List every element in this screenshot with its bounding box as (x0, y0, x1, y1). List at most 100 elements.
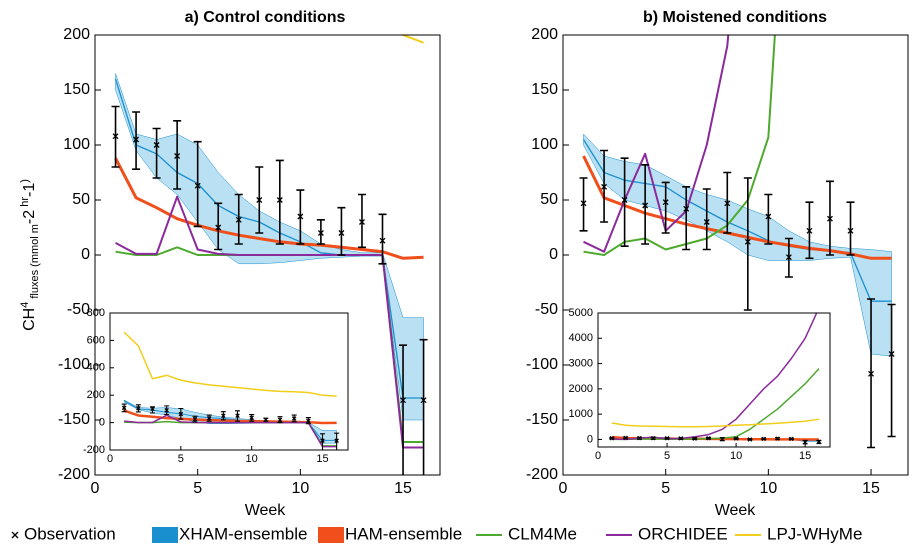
observation-marker (621, 197, 628, 203)
y-axis-label-part: -2 (21, 210, 38, 224)
x-tick-label: 10 (291, 480, 309, 497)
observation-marker (306, 418, 311, 424)
observation-marker (642, 202, 649, 209)
observation-marker (847, 227, 854, 234)
series-line (611, 313, 818, 441)
error-bar (579, 177, 588, 232)
y-axis-label-part: CH (21, 308, 38, 331)
observation-marker (338, 230, 345, 236)
observation-marker (724, 200, 731, 207)
panel-title: a) Control conditions (185, 9, 346, 26)
error-bar (702, 188, 711, 251)
error-bar (887, 303, 896, 438)
observation-marker (888, 351, 895, 357)
y-tick-label: -100 (526, 356, 558, 373)
error-bar (846, 201, 855, 256)
x-axis-label: Week (715, 502, 757, 519)
error-bar (193, 140, 202, 228)
observation-marker (178, 411, 184, 417)
error-bar (378, 213, 387, 265)
observation-marker (277, 417, 283, 423)
y-tick-label: 100 (63, 136, 90, 153)
x-tick-label: 5 (664, 450, 670, 462)
y-tick-label: 800 (87, 307, 105, 319)
y-axis-label-part: ) (19, 179, 31, 183)
legend-label: HAM-ensemble (345, 524, 462, 543)
y-tick-label: -150 (526, 411, 558, 428)
plot-marks (111, 35, 428, 475)
observation-marker (249, 415, 254, 421)
observation-marker (623, 435, 628, 441)
observation-marker (192, 416, 198, 422)
y-tick-label: -200 (526, 466, 558, 483)
y-tick-label: 50 (72, 191, 90, 208)
x-tick-label: 15 (862, 480, 880, 497)
observation-marker (164, 408, 169, 413)
observation-marker (153, 142, 160, 148)
legend-label: ORCHIDEE (638, 524, 728, 543)
plot-area (598, 313, 830, 447)
x-tick-label: 15 (799, 450, 811, 462)
observation-marker (256, 197, 263, 203)
x-tick-label: 10 (730, 450, 742, 462)
legend-marker (11, 531, 19, 539)
observation-marker (379, 237, 386, 244)
observation-marker (320, 438, 325, 443)
series-line (114, 157, 424, 260)
x-tick-label: 15 (394, 480, 412, 497)
plot-marks (579, 35, 896, 449)
y-axis-label-part: fluxes (mmol m (29, 224, 41, 302)
observation-marker (733, 436, 739, 441)
x-tick-label: 5 (178, 453, 184, 465)
legend-label: XHAM-ensemble (179, 524, 308, 543)
error-bar (334, 432, 340, 450)
observation-marker (263, 417, 269, 423)
observation-marker (785, 254, 792, 261)
error-bar (620, 157, 629, 247)
observation-marker (150, 406, 155, 412)
observation-marker (827, 215, 833, 222)
observation-marker (291, 416, 297, 421)
observation-marker (816, 439, 822, 444)
error-bar (214, 202, 223, 251)
observation-marker (194, 182, 201, 189)
observation-marker (297, 213, 304, 220)
observation-marker (133, 136, 140, 143)
x-axis-label: Week (245, 502, 287, 519)
series-line (115, 195, 424, 449)
series-line (583, 35, 730, 253)
observation-marker (215, 224, 222, 231)
y-tick-label: 50 (540, 191, 558, 208)
plot-border (94, 34, 441, 476)
x-tick-label: 10 (759, 480, 777, 497)
y-tick-label: 200 (531, 26, 558, 43)
series-line (582, 155, 892, 260)
y-tick-label: 2000 (569, 383, 593, 395)
series-line (583, 35, 776, 256)
observation-marker (650, 436, 656, 441)
observation-marker (761, 436, 766, 442)
observation-marker (359, 219, 365, 225)
observation-marker (400, 397, 406, 404)
y-tick-label: 1000 (569, 408, 593, 420)
legend-swatch (152, 527, 178, 543)
observation-marker (706, 435, 711, 441)
x-tick-label: 0 (91, 480, 100, 497)
observation-marker (334, 438, 339, 443)
plot-marks (609, 313, 822, 445)
y-tick-label: 5000 (569, 307, 593, 319)
observation-marker (744, 238, 751, 245)
error-bar (132, 111, 141, 170)
series-line (611, 418, 820, 428)
error-bar (399, 344, 408, 475)
x-tick-label: 10 (246, 453, 258, 465)
observation-marker (221, 413, 226, 419)
y-tick-label: -100 (58, 356, 90, 373)
y-tick-label: 0 (99, 417, 105, 429)
observation-marker (174, 153, 181, 159)
observation-marker (868, 370, 874, 377)
x-tick-label: 15 (316, 453, 328, 465)
error-bar (641, 164, 650, 245)
y-tick-label: 0 (549, 246, 558, 263)
